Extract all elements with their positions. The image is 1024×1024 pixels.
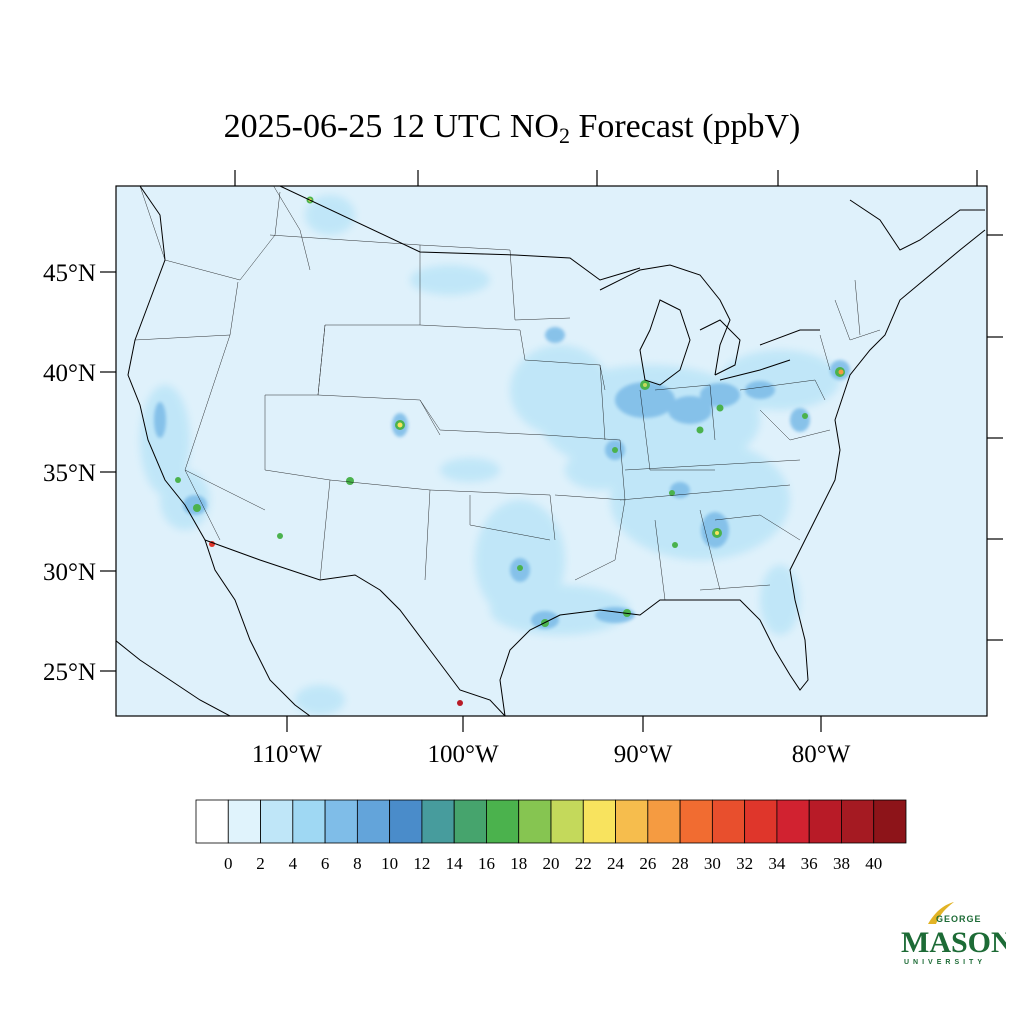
colorbar-swatch (550, 799, 584, 844)
colorbar-swatch (582, 799, 616, 844)
coastlines (116, 186, 986, 716)
colorbar-tick-label: 36 (801, 854, 818, 873)
lon-label-80: 80°W (792, 741, 851, 768)
top-ticks (234, 170, 978, 186)
george-mason-logo: GEORGE MASON UNIVERSITY (901, 902, 1006, 966)
colorbar-swatch (453, 799, 487, 844)
colorbar-swatch (679, 799, 713, 844)
colorbar-swatch (873, 799, 907, 844)
colorbar-swatch (195, 799, 229, 844)
colorbar-swatch (841, 799, 875, 844)
colorbar-tick-label: 22 (575, 854, 592, 873)
lat-label-30: 30°N (43, 559, 96, 586)
colorbar-tick-label: 28 (672, 854, 689, 873)
colorbar-swatch (711, 799, 746, 844)
colorbar-swatch (647, 799, 681, 844)
colorbar-tick-label: 20 (543, 854, 560, 873)
logo-accent-swoosh (928, 902, 954, 924)
colorbar-swatch (486, 799, 520, 844)
colorbar-tick-label: 32 (736, 854, 753, 873)
colorbar-tick-label: 34 (768, 854, 786, 873)
lat-label-35: 35°N (43, 460, 96, 487)
colorbar-tick-label: 40 (865, 854, 882, 873)
colorbar-tick-label: 16 (478, 854, 495, 873)
colorbar-swatch (421, 799, 455, 844)
lat-label-40: 40°N (43, 360, 96, 387)
colorbar-tick-label: 18 (510, 854, 527, 873)
left-ticks (100, 271, 116, 672)
plot-frame (115, 185, 988, 717)
colorbar-swatch (356, 799, 391, 844)
logo-mason: MASON (901, 926, 1006, 959)
state-boundaries (134, 186, 881, 601)
logo-university: UNIVERSITY (904, 959, 986, 966)
colorbar-swatch (227, 799, 261, 844)
right-ticks (987, 234, 1003, 641)
colorbar-swatch (744, 799, 778, 844)
lon-label-110: 110°W (252, 741, 323, 768)
lon-label-100: 100°W (427, 741, 498, 768)
colorbar-swatch (324, 799, 358, 844)
colorbar-tick-label: 0 (224, 854, 233, 873)
lat-label-45: 45°N (43, 260, 96, 287)
lon-label-90: 90°W (614, 741, 673, 768)
colorbar-swatch (260, 799, 294, 844)
colorbar-swatch (389, 799, 423, 844)
colorbar: 0 2 4 6 8 10 12 14 16 18 20 22 24 26 28 30 32 34 36 38 40 (195, 799, 907, 873)
colorbar-swatch (518, 799, 552, 844)
colorbar-tick-label: 24 (607, 854, 625, 873)
colorbar-tick-label: 10 (381, 854, 398, 873)
colorbar-tick-label: 8 (353, 854, 362, 873)
bottom-ticks (286, 716, 822, 732)
colorbar-tick-label: 12 (413, 854, 430, 873)
colorbar-tick-label: 26 (639, 854, 656, 873)
colorbar-tick-label: 14 (446, 854, 464, 873)
colorbar-swatch (292, 799, 326, 844)
colorbar-swatch (776, 799, 810, 844)
colorbar-tick-label: 30 (704, 854, 721, 873)
logo-george: GEORGE (936, 914, 982, 924)
colorbar-swatch (808, 799, 842, 844)
colorbar-tick-label: 6 (321, 854, 330, 873)
colorbar-swatch (615, 799, 649, 844)
concentration-field (116, 186, 986, 716)
map-title: 2025-06-25 12 UTC NO2 Forecast (ppbV) (223, 108, 801, 148)
colorbar-tick-label: 2 (256, 854, 265, 873)
lat-label-25: 25°N (43, 659, 96, 686)
colorbar-tick-label: 38 (833, 854, 850, 873)
colorbar-tick-label: 4 (289, 854, 298, 873)
plot-background (116, 186, 987, 716)
